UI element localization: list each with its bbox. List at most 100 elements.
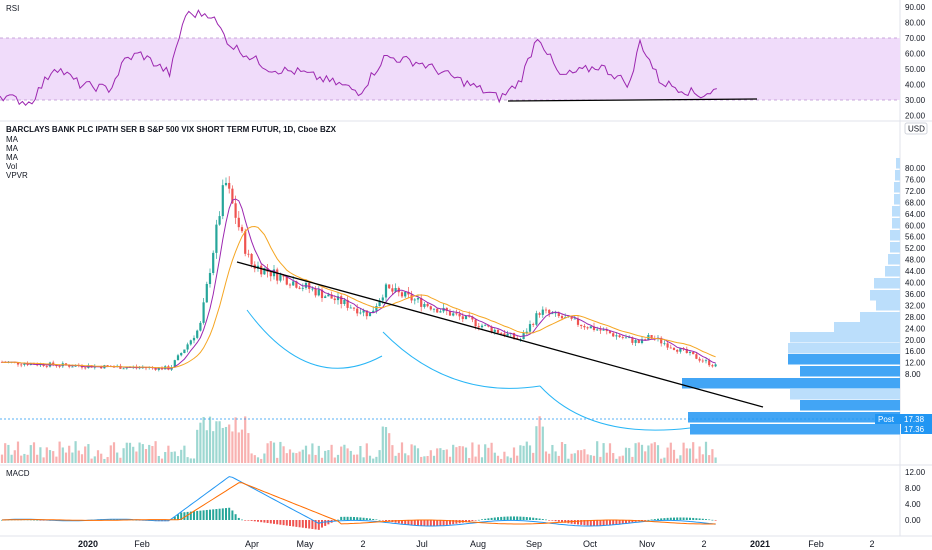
candle-body — [573, 318, 576, 320]
volume-bar — [567, 458, 570, 463]
volume-bar — [260, 458, 263, 463]
macd-axis[interactable]: 12.00 8.00 4.00 0.00 — [905, 468, 926, 525]
last-price-tag — [901, 424, 932, 434]
macd-histogram-bar — [474, 520, 477, 521]
macd-histogram-bar — [253, 520, 256, 522]
macd-histogram-bar — [692, 517, 695, 520]
volume-bar — [356, 454, 359, 463]
candle-body — [554, 312, 557, 314]
volume-bar — [500, 458, 503, 463]
candle-body — [407, 291, 410, 295]
candle-body — [372, 310, 375, 313]
volume-bar — [416, 448, 420, 463]
indicator-vol[interactable]: Vol — [6, 162, 17, 171]
volume-bar — [208, 416, 212, 463]
volume-bar — [365, 443, 368, 463]
candle-body — [276, 269, 279, 281]
volume-bar — [682, 442, 685, 463]
candle-body — [231, 188, 234, 204]
candle-body — [80, 365, 84, 368]
macd-pane[interactable]: MACD 12.00 8.00 4.00 0.00 — [1, 468, 926, 530]
candle-body — [589, 326, 592, 329]
macd-histogram-bar — [375, 519, 378, 521]
macd-histogram-bar — [202, 510, 205, 520]
volume-bar — [100, 453, 103, 463]
time-tick-label: 2 — [869, 539, 874, 549]
macd-histogram-bar — [349, 516, 352, 520]
candle-body — [439, 311, 442, 313]
candle-body — [324, 296, 327, 299]
volume-bar — [653, 442, 656, 463]
candle-body — [679, 348, 682, 352]
vpvr-bar — [874, 278, 900, 289]
macd-histogram-bar — [685, 517, 688, 520]
vpvr-bar — [894, 194, 900, 205]
volume-bar — [628, 448, 631, 463]
volume-bar — [240, 429, 244, 463]
candle-body — [196, 330, 199, 338]
candle-body — [218, 216, 221, 225]
indicator-ma-3[interactable]: MA — [6, 153, 19, 162]
volume-bar — [541, 426, 544, 463]
price-axis[interactable]: 80.00 76.00 72.00 68.00 64.00 60.00 56.00 52.00… — [905, 164, 926, 379]
candle-body — [45, 366, 48, 367]
candle-body — [480, 325, 484, 328]
cup-arc-3[interactable] — [539, 385, 691, 431]
volume-bar — [413, 445, 416, 463]
macd-histogram-bar — [244, 520, 247, 521]
macd-histogram-bar — [593, 520, 595, 526]
rsi-trendline[interactable] — [507, 98, 758, 102]
rsi-tick-label: 30.00 — [905, 96, 926, 105]
currency-badge[interactable] — [904, 122, 928, 135]
candle-body — [247, 253, 250, 255]
rsi-pane[interactable]: RSI 90.00 80.00 70.00 60.00 50.00 40.00 30.00 2… — [0, 3, 926, 121]
volume-bar — [394, 455, 397, 463]
time-axis[interactable]: 2020 Feb Apr May 2 Jul Aug Sep Oct Nov 2 2021 Feb 2 — [78, 539, 875, 549]
cup-arc-1[interactable] — [246, 309, 383, 369]
candle-body — [381, 297, 384, 301]
macd-histogram-bar — [381, 520, 384, 521]
candle-body — [487, 324, 490, 327]
cup-arc-2[interactable] — [382, 331, 541, 389]
macd-histogram-bar — [625, 520, 627, 524]
indicator-vpvr[interactable]: VPVR — [6, 171, 28, 180]
volume-bar — [77, 450, 80, 463]
volume-bar — [381, 426, 384, 463]
volume-bar — [45, 447, 48, 463]
last-price-value: 17.36 — [904, 425, 925, 434]
volume-bar — [624, 447, 628, 463]
rsi-tick-label: 90.00 — [905, 3, 926, 12]
indicator-ma-1[interactable]: MA — [6, 135, 19, 144]
candle-body — [215, 224, 218, 253]
candle-body — [506, 333, 509, 336]
price-trendline[interactable] — [236, 261, 764, 408]
volume-bar — [544, 451, 548, 463]
volume-bar — [634, 443, 637, 463]
candle-body — [340, 296, 343, 305]
candle-body — [288, 284, 292, 286]
candle-body — [445, 307, 448, 311]
macd-histogram-bar — [199, 510, 202, 520]
indicator-ma-2[interactable]: MA — [6, 144, 19, 153]
candle-body — [183, 349, 186, 354]
macd-histogram-bar — [612, 520, 615, 525]
candle-body — [199, 322, 202, 331]
volume-bar — [442, 449, 445, 463]
candle-body — [541, 309, 544, 315]
time-tick-label: 2 — [701, 539, 706, 549]
candle-body — [202, 302, 205, 323]
macd-histogram-bar — [487, 518, 490, 520]
volume-bar — [116, 452, 119, 463]
volume-bar — [23, 453, 26, 463]
vpvr-bar — [790, 332, 900, 343]
volume-bar — [458, 446, 461, 463]
candle-body — [704, 360, 708, 362]
candle-body — [343, 299, 346, 305]
price-tick-label: 8.00 — [905, 370, 921, 379]
candle-body — [320, 289, 324, 299]
rsi-axis[interactable]: 90.00 80.00 70.00 60.00 50.00 40.00 30.00 20.00 — [905, 3, 926, 121]
price-pane[interactable]: BARCLAYS BANK PLC IPATH SER B S&P 500 VI… — [0, 122, 932, 463]
macd-histogram-bar — [452, 520, 455, 525]
macd-histogram-bar — [359, 517, 362, 520]
volume-bar — [477, 444, 480, 463]
